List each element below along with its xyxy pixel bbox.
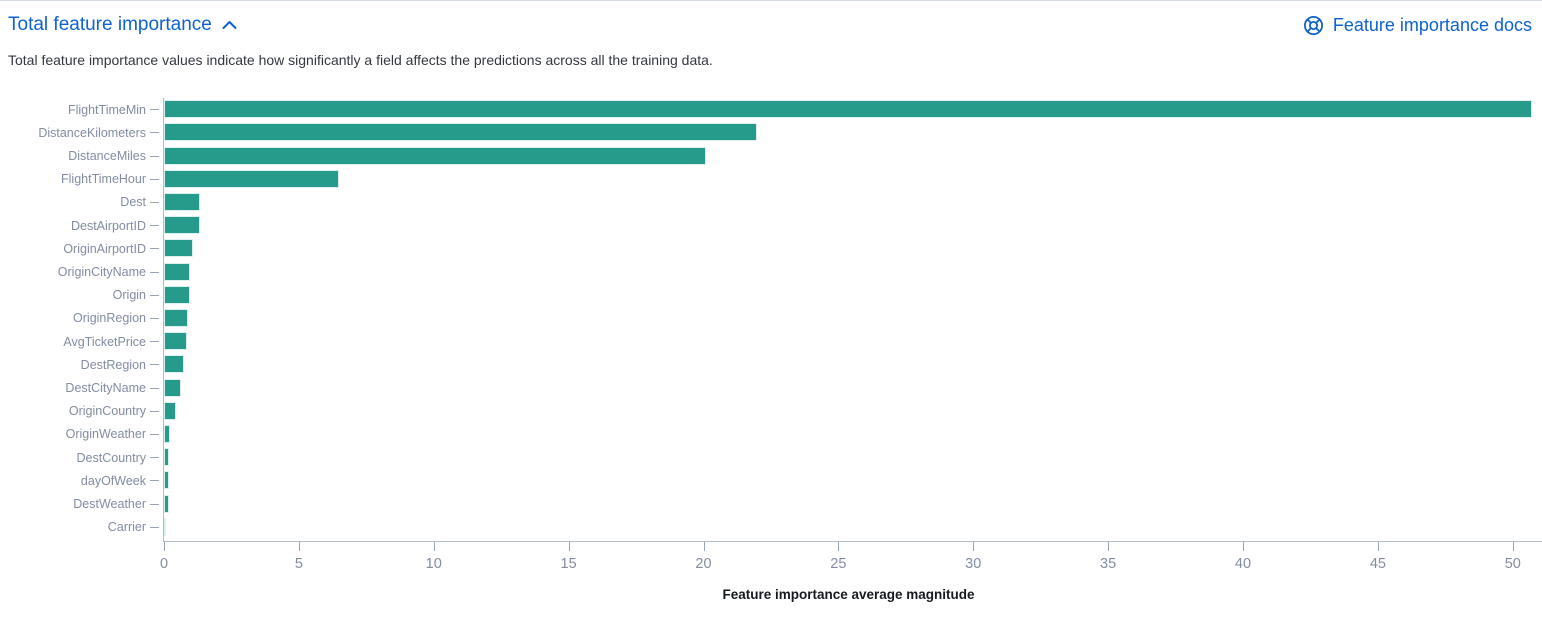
y-tick-mark (150, 526, 159, 528)
x-axis-ticks: 0 5 10 15 20 25 30 35 40 45 50 (160, 541, 1533, 581)
y-axis-label-Origin: Origin (112, 288, 146, 303)
x-tick-label-10: 10 (425, 556, 442, 572)
y-axis-label-OriginWeather: OriginWeather (65, 427, 146, 442)
y-tick-mark (150, 387, 159, 389)
bar-DestCityName (164, 378, 181, 397)
y-tick-mark (150, 225, 159, 227)
y-axis-label-Carrier: Carrier (107, 520, 146, 535)
y-axis-label-Dest: Dest (120, 195, 146, 210)
x-tick-label-35: 35 (1100, 556, 1117, 572)
bar-Dest (164, 193, 201, 211)
y-tick-mark (150, 457, 159, 459)
y-tick-mark (150, 155, 159, 157)
bar-DestWeather (164, 494, 169, 513)
y-tick-mark (150, 248, 159, 250)
y-axis-label-DestCityName: DestCityName (65, 380, 146, 395)
y-axis-label-OriginCountry: OriginCountry (68, 404, 146, 419)
x-tick-mark-45 (1377, 542, 1379, 551)
bar-dayOfWeek (164, 471, 170, 490)
y-tick-mark (150, 318, 159, 319)
y-axis-label-dayOfWeek: dayOfWeek (80, 473, 146, 488)
y-axis-label-FlightTimeHour: FlightTimeHour (61, 172, 146, 187)
y-axis-label-DestWeather: DestWeather (73, 496, 146, 511)
x-tick-mark-20 (703, 542, 705, 551)
x-tick-mark-35 (1108, 542, 1110, 551)
bar-OriginCountry (164, 401, 176, 420)
x-tick-label-25: 25 (830, 556, 847, 572)
y-tick-mark (150, 178, 159, 180)
bar-FlightTimeMin (164, 100, 1532, 119)
x-tick-mark-25 (838, 542, 840, 551)
total-feature-importance-accordion-toggle[interactable]: Total feature importance (8, 13, 237, 37)
x-tick-label-5: 5 (294, 556, 303, 572)
bar-OriginWeather (164, 425, 170, 443)
y-tick-mark (150, 271, 159, 273)
bar-OriginRegion (164, 309, 188, 327)
y-tick-mark (150, 341, 159, 343)
y-axis-label-DestAirportID: DestAirportID (70, 218, 146, 233)
feature-importance-docs-link[interactable]: Feature importance docs (1303, 13, 1532, 37)
x-axis-title: Feature importance average magnitude (722, 587, 975, 602)
panel-title: Total feature importance (8, 14, 212, 35)
y-axis-label-FlightTimeMin: FlightTimeMin (67, 102, 146, 117)
bar-OriginCityName (164, 262, 191, 281)
x-tick-label-45: 45 (1369, 556, 1386, 572)
y-tick-mark (150, 202, 159, 203)
bar-Origin (164, 285, 190, 304)
bar-DestCountry (164, 448, 170, 467)
y-tick-mark (150, 503, 159, 505)
plot-area (164, 98, 1533, 542)
y-axis-label-DistanceMiles: DistanceMiles (68, 148, 146, 163)
x-tick-mark-30 (973, 542, 975, 551)
docs-link-label: Feature importance docs (1332, 15, 1532, 35)
y-tick-mark (150, 410, 159, 412)
y-axis-label-DestRegion: DestRegion (80, 357, 146, 372)
panel-subtitle: Total feature importance values indicate… (8, 52, 713, 68)
x-axis-line (163, 541, 1542, 542)
y-axis-line (163, 98, 164, 542)
y-tick-mark (150, 434, 159, 435)
bar-FlightTimeHour (164, 169, 340, 188)
y-axis-label-OriginCityName: OriginCityName (57, 264, 146, 279)
help-ring-icon (1303, 15, 1324, 36)
bar-DestRegion (164, 355, 184, 374)
feature-importance-bar-chart: FlightTimeMin DistanceKilometers DistanceM… (0, 98, 1542, 618)
x-tick-label-50: 50 (1504, 556, 1521, 572)
x-tick-label-20: 20 (695, 556, 712, 572)
bar-DestAirportID (164, 216, 200, 235)
x-tick-mark-5 (298, 542, 300, 551)
x-tick-mark-40 (1243, 542, 1244, 551)
y-axis-label-DistanceKilometers: DistanceKilometers (38, 125, 146, 140)
x-tick-label-30: 30 (965, 556, 982, 572)
x-tick-mark-50 (1512, 542, 1514, 551)
x-tick-label-15: 15 (560, 556, 577, 572)
y-tick-mark (150, 132, 159, 134)
bar-DistanceMiles (164, 146, 707, 165)
x-tick-mark-15 (568, 542, 570, 551)
bar-OriginAirportID (164, 239, 193, 258)
x-tick-label-0: 0 (159, 556, 169, 572)
bar-Carrier (164, 517, 166, 536)
bar-DistanceKilometers (164, 123, 758, 142)
y-axis-label-DestCountry: DestCountry (76, 450, 146, 465)
y-axis-label-AvgTicketPrice: AvgTicketPrice (63, 334, 146, 349)
y-tick-mark (150, 294, 159, 296)
y-axis-label-OriginRegion: OriginRegion (73, 311, 146, 326)
y-tick-mark (150, 480, 159, 482)
panel-header-row: Total feature importance Feat (8, 13, 1532, 37)
y-axis-label-OriginAirportID: OriginAirportID (63, 241, 146, 256)
x-tick-label-40: 40 (1234, 556, 1252, 572)
panel-header: Total feature importance Feat (0, 1, 1542, 69)
x-tick-mark-10 (433, 542, 435, 551)
bar-AvgTicketPrice (164, 332, 187, 351)
x-tick-mark-0 (164, 542, 165, 551)
y-tick-mark (150, 109, 159, 111)
y-tick-mark (150, 364, 159, 366)
chevron-up-icon[interactable] (222, 20, 237, 30)
